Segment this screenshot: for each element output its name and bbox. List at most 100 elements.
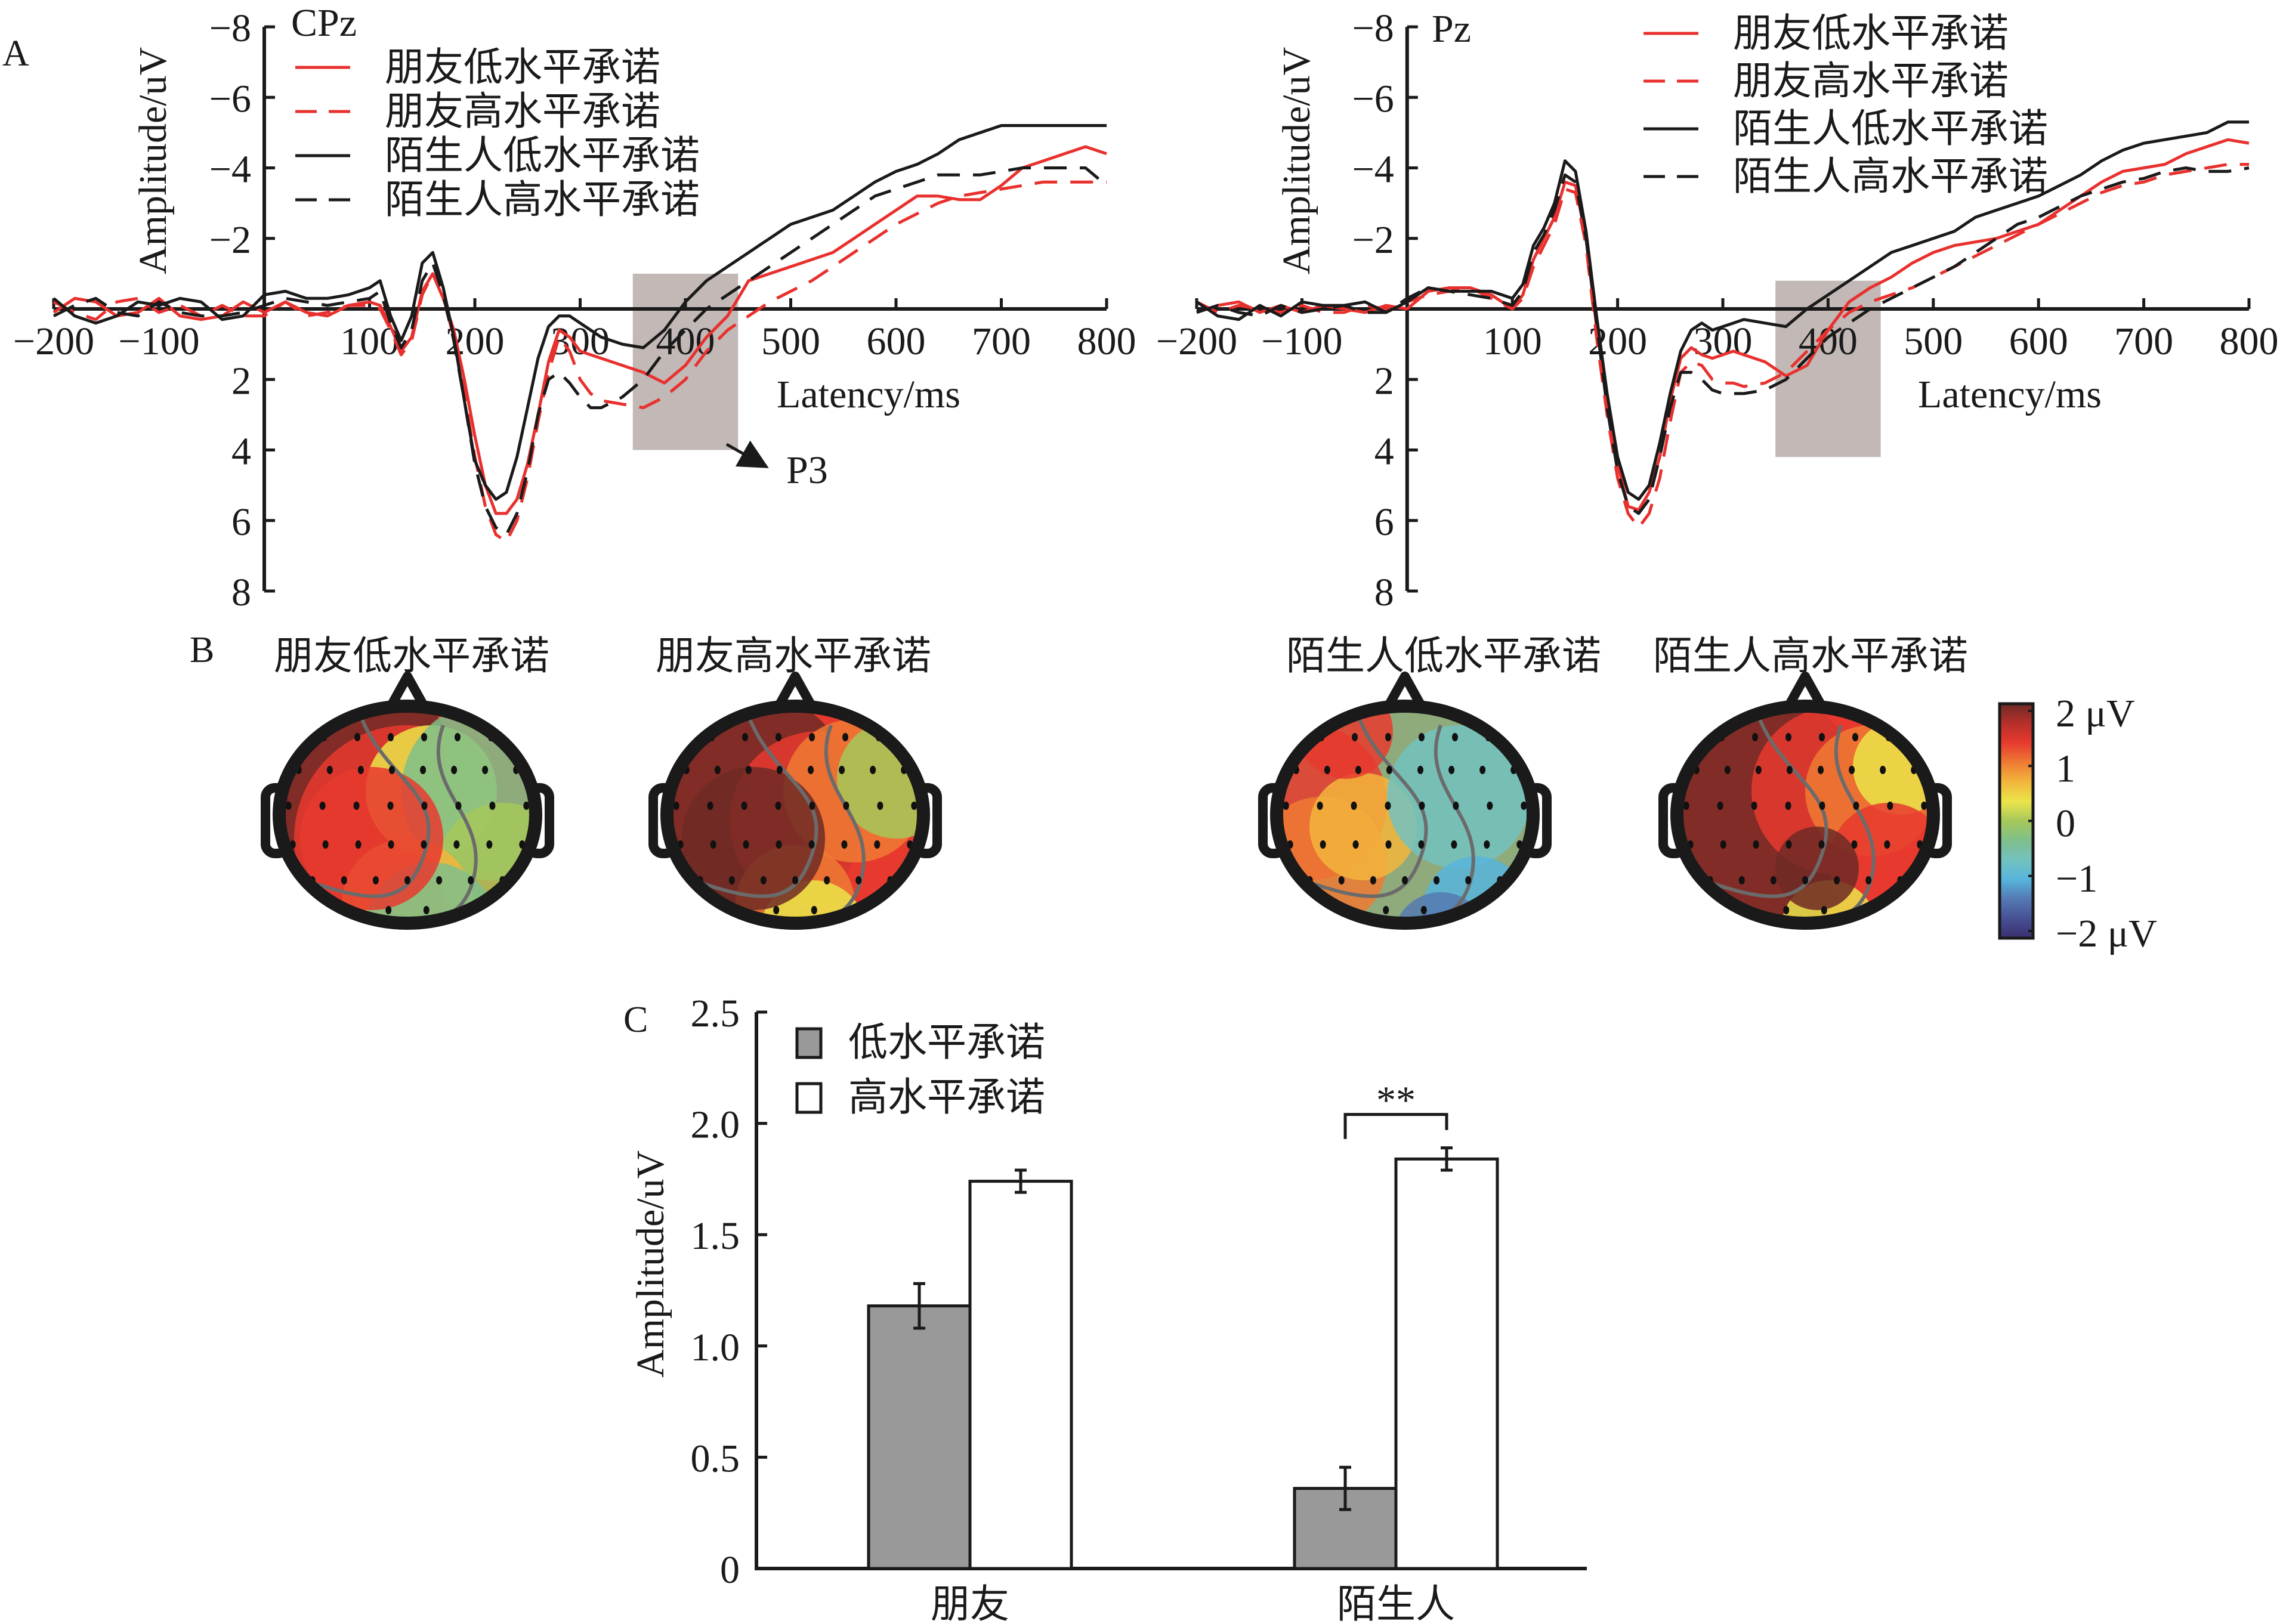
x-tick-label: 500 — [1904, 320, 1963, 363]
electrode — [775, 802, 781, 810]
series-line-3 — [52, 124, 1107, 501]
series-line-1 — [1196, 138, 2250, 512]
electrode — [387, 802, 394, 810]
electrode — [1386, 766, 1392, 774]
topomaps: 朋友低水平承诺 朋友高水平承诺 陌生人低水平承诺 陌生人高水平承诺 — [261, 635, 1968, 930]
electrode — [673, 802, 679, 810]
electrode — [776, 733, 782, 741]
legend-label: 低水平承诺 — [848, 1021, 1045, 1065]
electrode — [874, 840, 881, 849]
potential-region — [300, 767, 443, 910]
y-tick-label: 8 — [1374, 571, 1394, 614]
electrode — [811, 906, 817, 914]
y-axis-title: Amplitude/uV — [629, 1150, 672, 1378]
legend-label: 朋友低水平承诺 — [385, 46, 660, 89]
category-label: 朋友 — [931, 1583, 1009, 1624]
y-tick-label: 0.5 — [691, 1437, 740, 1480]
electrode — [388, 766, 395, 774]
electrode — [1355, 766, 1361, 774]
topomap-title: 陌生人低水平承诺 — [1286, 635, 1601, 678]
electrode — [1351, 802, 1357, 810]
topomap-3: 陌生人低水平承诺 — [1258, 635, 1601, 930]
legend-label: 朋友高水平承诺 — [385, 90, 660, 134]
electrode — [319, 802, 326, 810]
series-line-3 — [1195, 120, 2249, 501]
electrode — [1865, 876, 1872, 884]
y-axis-title: Amplitude/uV — [1275, 47, 1318, 274]
electrode — [326, 766, 333, 774]
x-tick-label: −200 — [13, 320, 94, 363]
electrode — [1849, 766, 1855, 774]
electrode — [489, 802, 496, 810]
nose-icon — [1383, 672, 1427, 711]
legend-swatch — [795, 1082, 823, 1114]
electrode — [420, 766, 427, 774]
y-ticks: −8 −6 −4 −2 2 4 6 8 — [209, 7, 275, 614]
electrode — [1755, 766, 1762, 774]
electrode — [1880, 766, 1886, 774]
electrode — [1738, 876, 1745, 884]
y-tick-label: 1.0 — [691, 1326, 740, 1369]
x-tick-label: 700 — [972, 320, 1031, 363]
y-tick-label: 4 — [1374, 430, 1394, 474]
electrode — [436, 876, 443, 884]
electrode — [1417, 766, 1424, 774]
electrode — [1419, 802, 1425, 810]
topomap-title: 朋友高水平承诺 — [656, 635, 931, 678]
electrode — [1487, 802, 1493, 810]
series-line-4 — [1196, 166, 2250, 515]
bracket-line — [1343, 1113, 1448, 1139]
electrode — [1785, 840, 1792, 849]
electrode — [877, 802, 883, 810]
panel-label-a: A — [2, 33, 29, 74]
electrode — [1385, 840, 1392, 849]
electrode — [792, 876, 798, 884]
electrode — [742, 733, 749, 741]
head-outline — [660, 700, 930, 930]
y-tick-label: 2 — [1374, 359, 1394, 403]
electrode — [1370, 876, 1376, 884]
y-tick-label: −4 — [209, 148, 251, 191]
bar-high-1 — [968, 1180, 1073, 1570]
y-axis-title: Amplitude/uV — [131, 47, 175, 274]
scalp-field — [279, 706, 536, 923]
x-tick-label: 300 — [551, 320, 610, 363]
electrode — [388, 840, 394, 849]
electrode — [1818, 766, 1824, 774]
y-tick-label: 8 — [231, 571, 251, 614]
electrode — [760, 876, 767, 884]
electrode — [1451, 840, 1457, 849]
electrode — [1448, 766, 1455, 774]
contour-line — [1685, 712, 1828, 898]
y-tick-label: −8 — [209, 7, 251, 50]
panel-label-b: B — [190, 630, 214, 670]
electrode — [728, 876, 735, 884]
series-line-1 — [52, 145, 1107, 515]
electrode — [843, 802, 849, 810]
electrode — [714, 766, 721, 774]
topomap-2: 朋友高水平承诺 — [648, 635, 942, 930]
electrode — [1521, 802, 1527, 810]
electrode — [1887, 802, 1893, 810]
electrode — [710, 840, 716, 849]
electrode — [776, 840, 782, 849]
electrode — [1451, 733, 1458, 741]
series-line-4 — [52, 166, 1108, 536]
electrode — [842, 733, 848, 741]
topomap-1: 朋友低水平承诺 — [261, 635, 554, 930]
chart-title-pz: Pz — [1432, 7, 1471, 51]
nose-icon — [1783, 672, 1827, 711]
electrode — [1283, 802, 1289, 810]
x-axis-title: Latency/ms — [777, 373, 960, 416]
bar-chart: 0 0.5 1.0 1.5 2.0 2.5 朋友 陌生人 Amplitude/uV 低水平承… — [629, 992, 1587, 1624]
electrode — [1338, 876, 1345, 884]
electrode — [322, 840, 329, 849]
colorbar-tick-label: 1 — [2056, 747, 2075, 790]
head-outline — [1270, 700, 1540, 930]
electrode — [1786, 766, 1793, 774]
legend-label: 朋友低水平承诺 — [1733, 12, 2009, 55]
electrode — [388, 733, 394, 741]
